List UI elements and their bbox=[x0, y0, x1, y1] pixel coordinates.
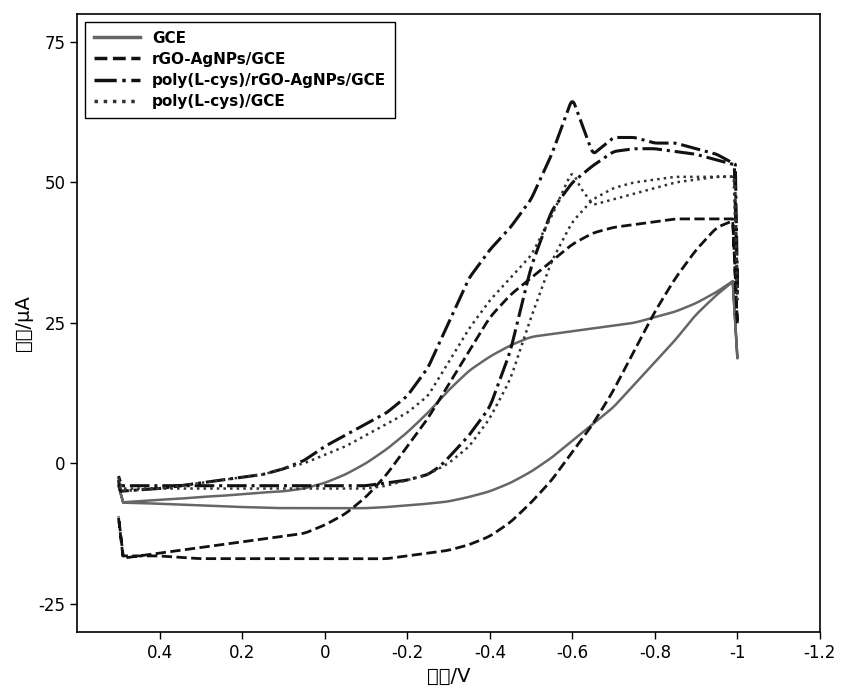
rGO-AgNPs/GCE bbox=[562, 456, 572, 464]
poly(L-cys)/rGO-AgNPs/GCE bbox=[113, 476, 123, 484]
GCE bbox=[190, 494, 200, 502]
poly(L-cys)/rGO-AgNPs/GCE bbox=[323, 440, 333, 449]
GCE bbox=[562, 441, 572, 449]
poly(L-cys)/GCE bbox=[384, 481, 394, 489]
poly(L-cys)/GCE bbox=[361, 484, 371, 493]
Y-axis label: 电流/μA: 电流/μA bbox=[14, 295, 33, 351]
poly(L-cys)/GCE bbox=[116, 487, 126, 496]
poly(L-cys)/GCE bbox=[617, 193, 627, 201]
GCE bbox=[411, 500, 422, 509]
poly(L-cys)/GCE bbox=[567, 170, 577, 178]
GCE bbox=[728, 277, 738, 286]
GCE bbox=[599, 411, 609, 419]
Line: poly(L-cys)/rGO-AgNPs/GCE: poly(L-cys)/rGO-AgNPs/GCE bbox=[118, 102, 738, 491]
rGO-AgNPs/GCE bbox=[411, 550, 422, 559]
poly(L-cys)/rGO-AgNPs/GCE bbox=[116, 487, 126, 496]
rGO-AgNPs/GCE bbox=[113, 512, 123, 520]
Line: GCE: GCE bbox=[118, 281, 738, 508]
rGO-AgNPs/GCE bbox=[376, 554, 386, 563]
rGO-AgNPs/GCE bbox=[282, 554, 292, 563]
GCE bbox=[355, 504, 366, 512]
Legend: GCE, rGO-AgNPs/GCE, poly(L-cys)/rGO-AgNPs/GCE, poly(L-cys)/GCE: GCE, rGO-AgNPs/GCE, poly(L-cys)/rGO-AgNP… bbox=[85, 22, 395, 118]
poly(L-cys)/GCE bbox=[499, 386, 509, 395]
GCE bbox=[632, 378, 642, 386]
rGO-AgNPs/GCE bbox=[632, 342, 642, 351]
poly(L-cys)/GCE bbox=[241, 473, 252, 481]
poly(L-cys)/rGO-AgNPs/GCE bbox=[113, 472, 123, 480]
poly(L-cys)/GCE bbox=[113, 476, 123, 484]
rGO-AgNPs/GCE bbox=[113, 513, 123, 522]
poly(L-cys)/rGO-AgNPs/GCE bbox=[673, 148, 683, 156]
GCE bbox=[282, 504, 292, 512]
poly(L-cys)/GCE bbox=[113, 473, 123, 482]
rGO-AgNPs/GCE bbox=[190, 544, 200, 552]
poly(L-cys)/GCE bbox=[661, 181, 672, 189]
poly(L-cys)/rGO-AgNPs/GCE bbox=[700, 153, 710, 161]
poly(L-cys)/rGO-AgNPs/GCE bbox=[279, 465, 289, 473]
Line: rGO-AgNPs/GCE: rGO-AgNPs/GCE bbox=[118, 219, 738, 559]
rGO-AgNPs/GCE bbox=[599, 402, 609, 410]
rGO-AgNPs/GCE bbox=[677, 215, 687, 223]
GCE bbox=[113, 482, 123, 490]
poly(L-cys)/rGO-AgNPs/GCE bbox=[532, 182, 542, 190]
X-axis label: 电位/V: 电位/V bbox=[427, 667, 470, 686]
Line: poly(L-cys)/GCE: poly(L-cys)/GCE bbox=[118, 174, 738, 491]
poly(L-cys)/rGO-AgNPs/GCE bbox=[653, 139, 663, 147]
poly(L-cys)/rGO-AgNPs/GCE bbox=[567, 97, 577, 106]
GCE bbox=[113, 482, 123, 490]
